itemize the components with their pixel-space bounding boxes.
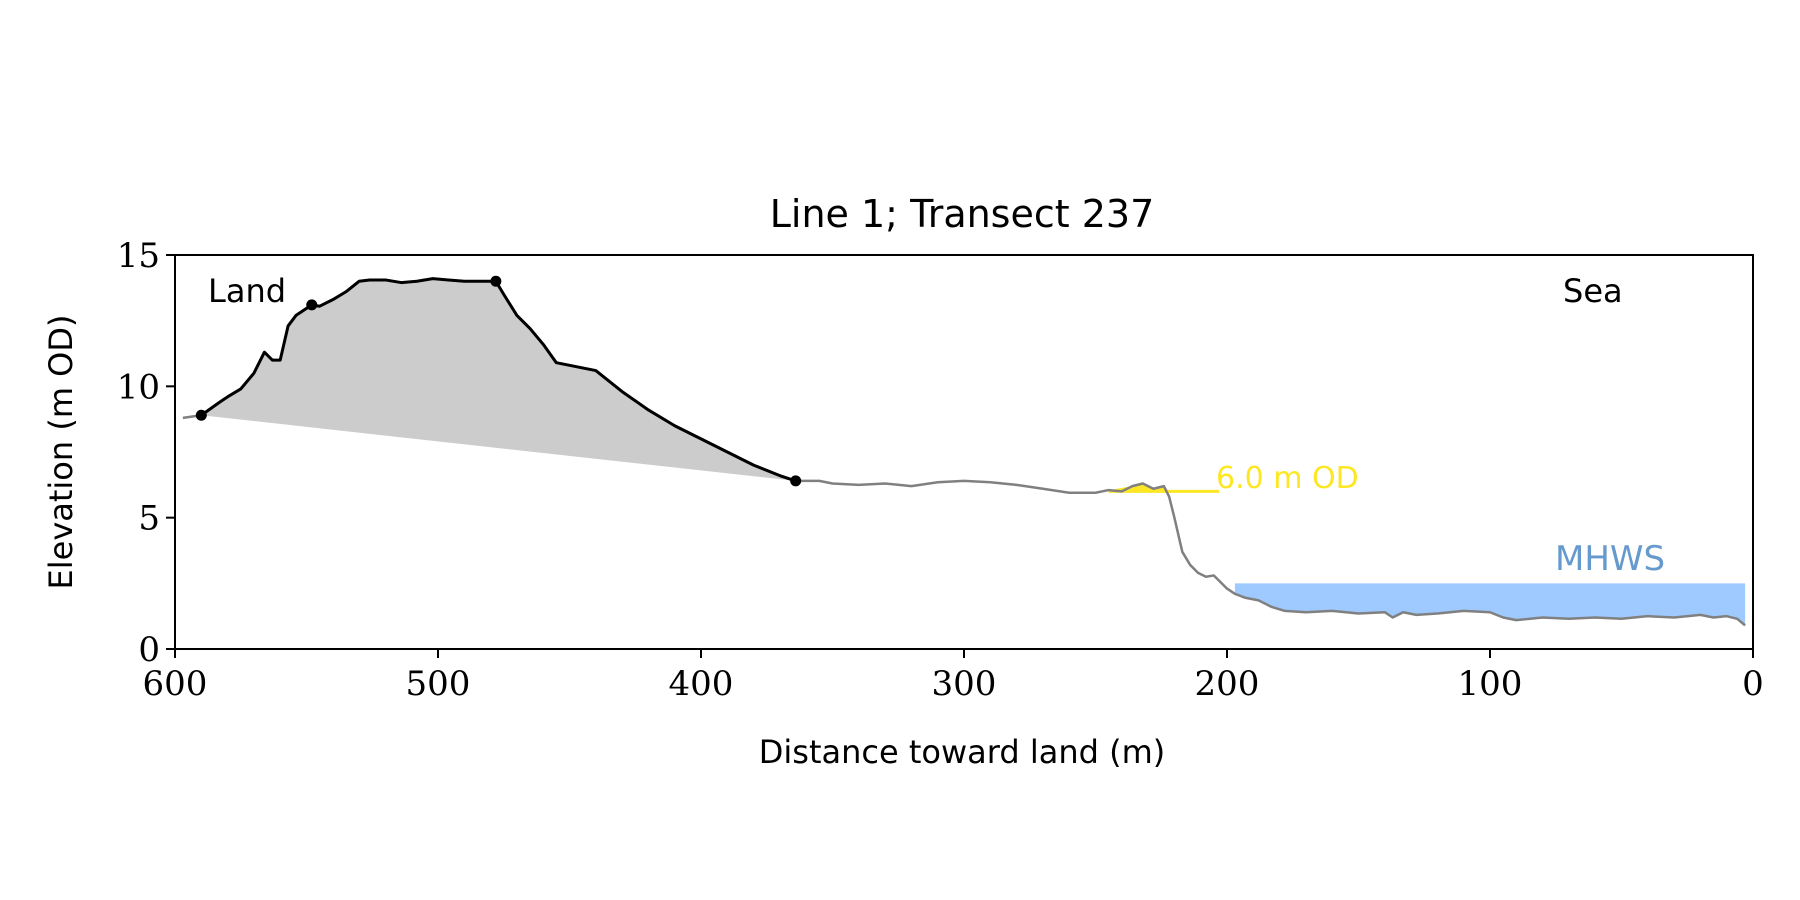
x-axis-label: Distance toward land (m) — [759, 733, 1165, 771]
x-tick-label: 200 — [1195, 664, 1260, 704]
profile-marker — [195, 409, 207, 421]
chart-title: Line 1; Transect 237 — [770, 192, 1155, 236]
y-axis: 0 5 10 15 — [117, 236, 175, 670]
x-tick-label: 500 — [406, 664, 471, 704]
land-label: Land — [208, 272, 286, 310]
y-tick-label: 0 — [138, 630, 160, 670]
x-tick-label: 400 — [669, 664, 734, 704]
x-tick-label: 0 — [1742, 664, 1764, 704]
mhws-label: MHWS — [1555, 539, 1665, 579]
profile-marker — [790, 475, 802, 487]
x-tick-label: 100 — [1458, 664, 1523, 704]
profile-marker — [306, 299, 318, 311]
y-tick-label: 15 — [117, 236, 160, 276]
threshold-label: 6.0 m OD — [1216, 461, 1359, 496]
profile-highlight-line — [200, 277, 797, 483]
volume-fill — [201, 278, 796, 481]
profile-marker — [490, 275, 502, 287]
sea-label: Sea — [1563, 272, 1623, 310]
y-tick-label: 10 — [117, 367, 160, 407]
mhws-fill — [1234, 583, 1746, 626]
x-tick-label: 300 — [932, 664, 997, 704]
y-tick-label: 5 — [138, 499, 160, 539]
x-tick-label: 600 — [143, 664, 208, 704]
y-axis-label: Elevation (m OD) — [42, 315, 80, 590]
plot-area — [182, 275, 1746, 627]
x-axis: 600 500 400 300 200 100 0 — [143, 649, 1764, 704]
